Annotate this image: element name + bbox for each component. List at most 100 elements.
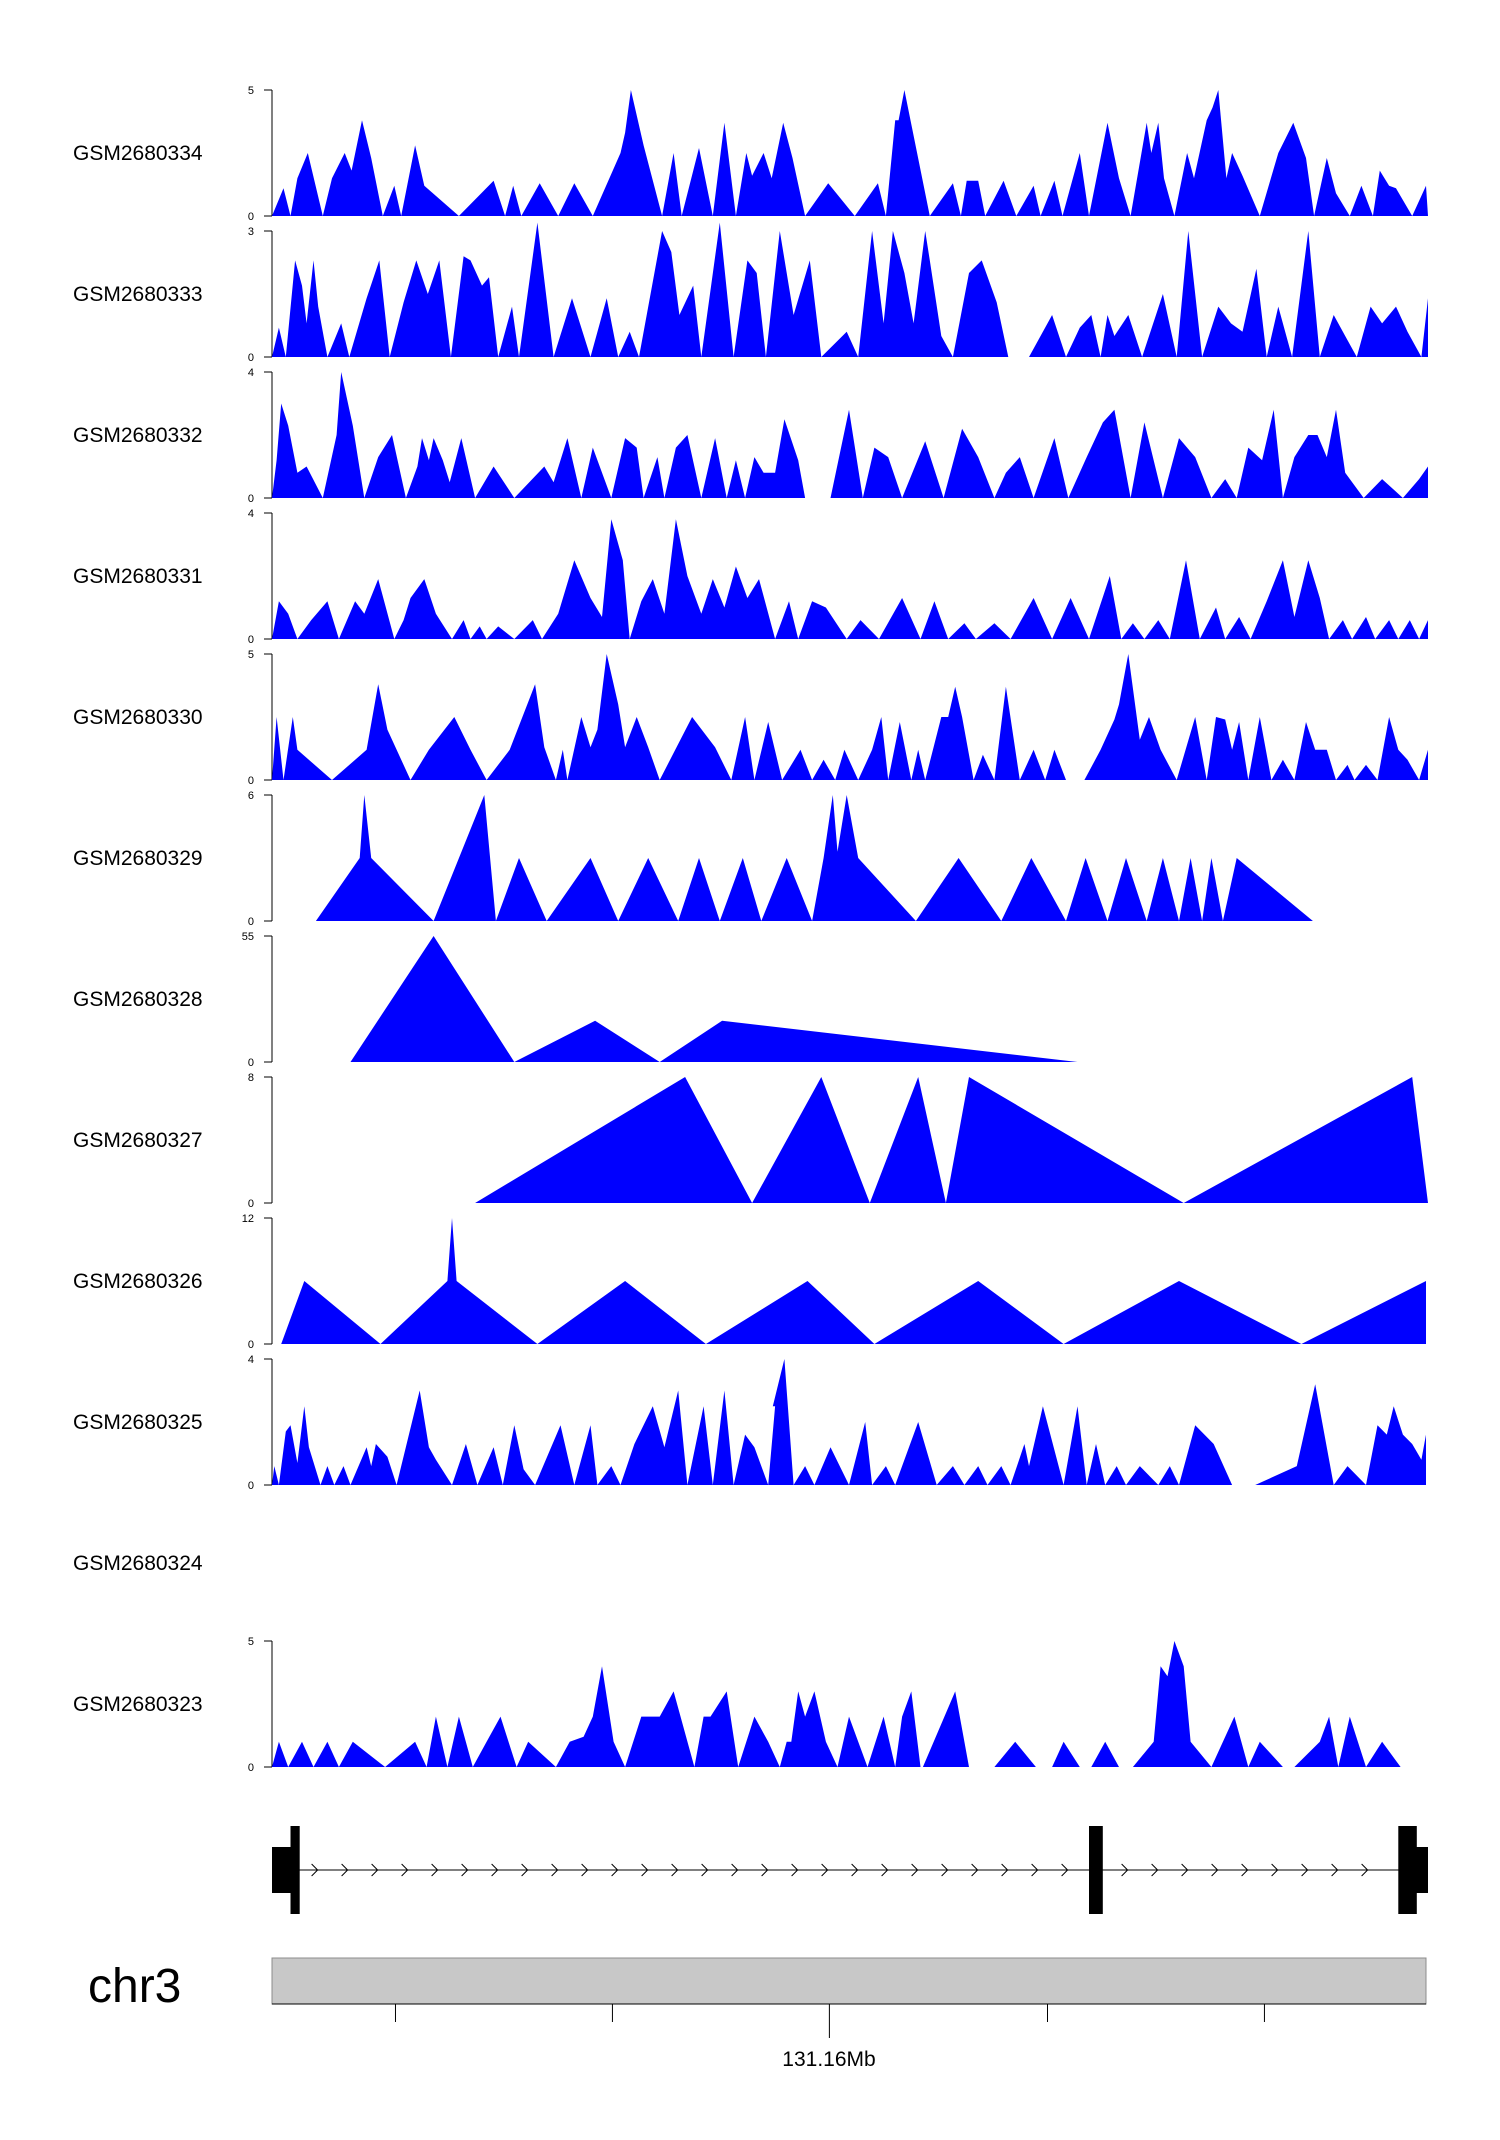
track-GSM2680325: GSM2680325 4 0	[73, 1354, 1426, 1492]
y-axis-min-label: 0	[248, 916, 254, 928]
track-GSM2680332: GSM2680332 4 0	[73, 367, 1428, 505]
strand-arrow	[341, 1863, 349, 1877]
track-name-label: GSM2680334	[73, 142, 203, 165]
strand-arrow	[581, 1863, 589, 1877]
track-name-label: GSM2680328	[73, 988, 203, 1011]
y-axis-max-label: 4	[248, 1354, 254, 1366]
strand-arrow	[821, 1863, 829, 1877]
strand-arrow	[671, 1863, 679, 1877]
track-GSM2680326: GSM2680326 12 0	[73, 1213, 1427, 1351]
track-GSM2680331: GSM2680331 4 0	[73, 508, 1428, 646]
data-tracks: GSM268033450GSM268033330GSM268033240GSM2…	[73, 85, 1429, 1774]
y-axis-max-label: 5	[248, 1636, 254, 1648]
strand-arrow	[311, 1863, 319, 1877]
y-axis-max-label: 12	[242, 1213, 254, 1225]
coverage-area	[475, 1077, 1429, 1203]
coverage-area	[272, 372, 1428, 498]
strand-arrow	[761, 1863, 769, 1877]
coverage-area	[272, 519, 1428, 639]
track-name-label: GSM2680330	[73, 706, 203, 729]
exon-block	[1398, 1826, 1417, 1914]
utr-block	[1414, 1847, 1428, 1893]
strand-arrow	[1241, 1863, 1249, 1877]
chromosome-ideogram: chr3	[88, 1957, 1427, 2013]
coverage-area	[350, 936, 1078, 1062]
exon-block	[290, 1826, 300, 1914]
strand-arrow	[461, 1863, 469, 1877]
utr-block	[272, 1847, 293, 1893]
strand-arrow	[1181, 1863, 1189, 1877]
y-axis-max-label: 4	[248, 367, 254, 379]
track-name-label: GSM2680327	[73, 1129, 203, 1152]
strand-arrow	[1211, 1863, 1219, 1877]
chromosome-label: chr3	[88, 1960, 181, 2013]
strand-arrow	[971, 1863, 979, 1877]
y-axis-max-label: 6	[248, 790, 254, 802]
y-axis-min-label: 0	[248, 1057, 254, 1069]
track-GSM2680330: GSM2680330 5 0	[73, 649, 1428, 787]
genome-axis-label: 131.16Mb	[782, 2048, 875, 2071]
coverage-area	[272, 654, 1428, 780]
track-GSM2680333: GSM2680333 3 0	[73, 222, 1428, 364]
strand-arrow	[1361, 1863, 1369, 1877]
strand-arrow	[1031, 1863, 1039, 1877]
track-name-label: GSM2680325	[73, 1411, 203, 1434]
strand-arrow	[491, 1863, 499, 1877]
gene-model-track	[272, 1826, 1428, 1914]
strand-arrow	[611, 1863, 619, 1877]
track-GSM2680324: GSM2680324	[73, 1552, 203, 1575]
chromosome-band	[271, 1957, 1427, 2005]
y-axis-max-label: 8	[248, 1072, 254, 1084]
strand-arrow	[371, 1863, 379, 1877]
y-axis-min-label: 0	[248, 1198, 254, 1210]
y-axis-max-label: 5	[248, 649, 254, 661]
y-axis-min-label: 0	[248, 211, 254, 223]
strand-arrow	[731, 1863, 739, 1877]
strand-arrow	[1001, 1863, 1009, 1877]
track-name-label: GSM2680324	[73, 1552, 203, 1575]
strand-arrow	[551, 1863, 559, 1877]
y-axis-max-label: 5	[248, 85, 254, 97]
y-axis-min-label: 0	[248, 1339, 254, 1351]
strand-arrow	[1331, 1863, 1339, 1877]
y-axis-min-label: 0	[248, 634, 254, 646]
track-GSM2680327: GSM2680327 8 0	[73, 1072, 1429, 1210]
track-name-label: GSM2680326	[73, 1270, 203, 1293]
y-axis-min-label: 0	[248, 493, 254, 505]
y-axis-min-label: 0	[248, 352, 254, 364]
y-axis-max-label: 4	[248, 508, 254, 520]
strand-arrow	[791, 1863, 799, 1877]
coverage-area	[272, 90, 1428, 216]
strand-arrow	[521, 1863, 529, 1877]
y-axis-max-label: 3	[248, 226, 254, 238]
strand-arrow	[701, 1863, 709, 1877]
track-name-label: GSM2680333	[73, 283, 203, 306]
strand-arrow	[401, 1863, 409, 1877]
track-GSM2680323: GSM2680323 5 0	[73, 1636, 1401, 1774]
y-axis-min-label: 0	[248, 1480, 254, 1492]
strand-arrow	[1151, 1863, 1159, 1877]
coverage-area	[272, 222, 1428, 357]
coverage-area	[315, 795, 1316, 921]
strand-arrow	[881, 1863, 889, 1877]
track-name-label: GSM2680329	[73, 847, 203, 870]
strand-arrow	[911, 1863, 919, 1877]
track-name-label: GSM2680331	[73, 565, 203, 588]
coverage-area	[272, 1359, 1426, 1485]
track-GSM2680329: GSM2680329 6 0	[73, 790, 1316, 928]
strand-arrow	[1121, 1863, 1129, 1877]
coverage-area	[272, 1641, 1401, 1767]
strand-arrow	[641, 1863, 649, 1877]
strand-arrow	[1301, 1863, 1309, 1877]
strand-arrow	[851, 1863, 859, 1877]
track-GSM2680328: GSM2680328 55 0	[73, 931, 1078, 1069]
track-name-label: GSM2680323	[73, 1693, 203, 1716]
y-axis-min-label: 0	[248, 1762, 254, 1774]
coverage-area	[281, 1218, 1427, 1344]
genome-axis: 131.16Mb	[272, 2003, 1426, 2071]
track-GSM2680334: GSM2680334 5 0	[73, 85, 1428, 223]
strand-arrow	[941, 1863, 949, 1877]
track-name-label: GSM2680332	[73, 424, 203, 447]
strand-arrow	[431, 1863, 439, 1877]
